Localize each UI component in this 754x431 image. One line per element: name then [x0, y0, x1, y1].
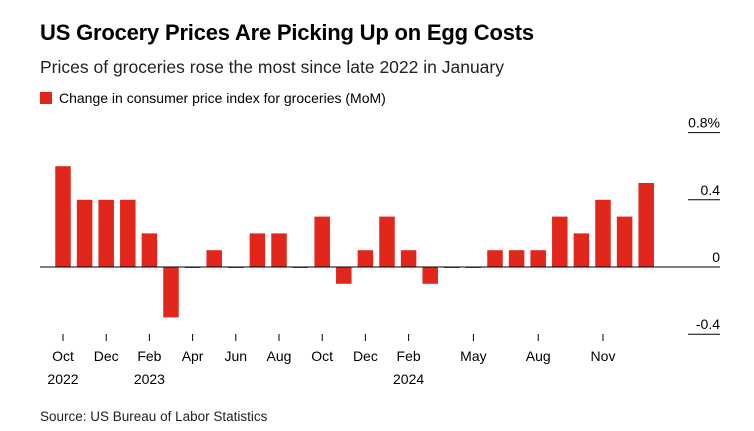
x-tick-label: Nov — [591, 348, 616, 364]
x-tick-year: 2022 — [47, 371, 78, 387]
y-tick-label: 0 — [712, 249, 720, 265]
x-tick-year: 2023 — [134, 371, 165, 387]
bar — [422, 267, 438, 284]
bar — [616, 216, 633, 267]
bar — [98, 199, 114, 267]
bar — [573, 233, 590, 267]
chart-title: US Grocery Prices Are Picking Up on Egg … — [40, 20, 534, 45]
y-tick-label: 0.4 — [701, 182, 721, 198]
bar — [379, 216, 395, 267]
source-note: Source: US Bureau of Labor Statistics — [40, 409, 268, 424]
x-tick-label: Aug — [267, 348, 292, 364]
bar — [206, 250, 222, 267]
bar — [336, 267, 352, 284]
chart-subtitle: Prices of groceries rose the most since … — [40, 57, 504, 77]
bar — [249, 233, 266, 267]
x-tick-year: 2024 — [393, 371, 424, 387]
bar — [357, 250, 374, 267]
x-tick-label: Dec — [353, 348, 378, 364]
bar — [487, 250, 503, 267]
x-tick-label: Feb — [397, 348, 421, 364]
bar — [271, 233, 287, 267]
x-tick-label: Oct — [311, 348, 333, 364]
legend: Change in consumer price index for groce… — [40, 90, 386, 106]
bar — [55, 166, 71, 267]
bar — [400, 250, 417, 267]
x-tick-label: Aug — [526, 348, 551, 364]
legend-label: Change in consumer price index for groce… — [59, 90, 386, 106]
bar — [508, 250, 525, 267]
bar — [595, 199, 611, 267]
bar — [530, 250, 546, 267]
bar — [638, 183, 654, 267]
bar — [141, 233, 158, 267]
x-tick-label: Feb — [137, 348, 161, 364]
x-tick-label: Jun — [225, 348, 248, 364]
legend-swatch — [40, 92, 52, 104]
bar — [552, 216, 568, 267]
x-tick-label: Oct — [52, 348, 74, 364]
bar — [163, 267, 179, 318]
bar — [76, 199, 93, 267]
x-tick-label: Apr — [182, 348, 204, 364]
bar — [314, 216, 330, 267]
x-tick-label: Dec — [94, 348, 119, 364]
x-tick-label: May — [460, 348, 486, 364]
y-tick-label: 0.8% — [688, 115, 720, 131]
bar — [120, 199, 136, 267]
y-tick-label: -0.4 — [696, 316, 720, 332]
